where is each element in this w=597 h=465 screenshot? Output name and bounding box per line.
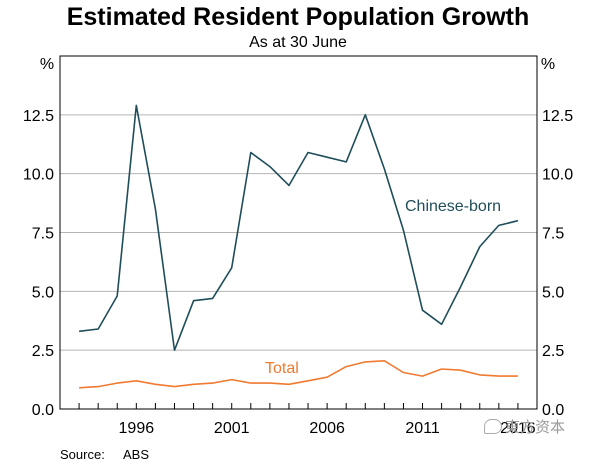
x-tick-label: 2001 [214, 420, 250, 437]
x-tick-label: 2011 [405, 420, 440, 437]
series-label-chinese-born: Chinese-born [405, 198, 501, 215]
y-tick-label-right: 10.0 [542, 167, 573, 184]
y-tick-label-right: 2.5 [542, 343, 564, 360]
x-tick-label: 2006 [309, 420, 345, 437]
series-line-total [79, 359, 518, 389]
y-tick-label-left: 10.0 [23, 167, 54, 184]
right-unit-label: % [541, 56, 555, 73]
y-tick-label-right: 5.0 [542, 284, 564, 301]
chat-bubble-icon [483, 419, 502, 434]
y-tick-label-left: 2.5 [32, 343, 54, 360]
source-label: Source: [60, 447, 105, 462]
x-tick-label: 1996 [119, 420, 155, 437]
y-tick-label-right: 7.5 [542, 226, 564, 243]
axis-labels: 0.0 0.0 2.5 2.5 5.0 5.0 7.5 7.5 10.0 10.0 12.5 12.5… [23, 108, 573, 437]
watermark-text: 東方资本 [504, 419, 565, 436]
series-line-chinese-born [79, 104, 519, 352]
x-tick-label: 2016 [500, 420, 536, 437]
left-unit-label: % [40, 56, 54, 73]
watermark: 東方资本 [483, 416, 565, 437]
plot-frame [59, 55, 538, 410]
chart-title: Estimated Resident Population Growth [67, 3, 530, 31]
source-value: ABS [123, 447, 149, 462]
series-lines [79, 104, 519, 389]
axis-ticks [78, 403, 519, 409]
chart-subtitle: As at 30 June [249, 34, 347, 51]
y-tick-label-left: 12.5 [23, 108, 54, 125]
y-tick-label-right: 12.5 [542, 108, 573, 125]
series-label-total: Total [265, 360, 299, 377]
y-tick-label-right: 0.0 [542, 402, 564, 419]
y-tick-label-left: 0.0 [32, 402, 54, 419]
y-tick-label-left: 7.5 [32, 226, 54, 243]
y-tick-label-left: 5.0 [32, 284, 54, 301]
